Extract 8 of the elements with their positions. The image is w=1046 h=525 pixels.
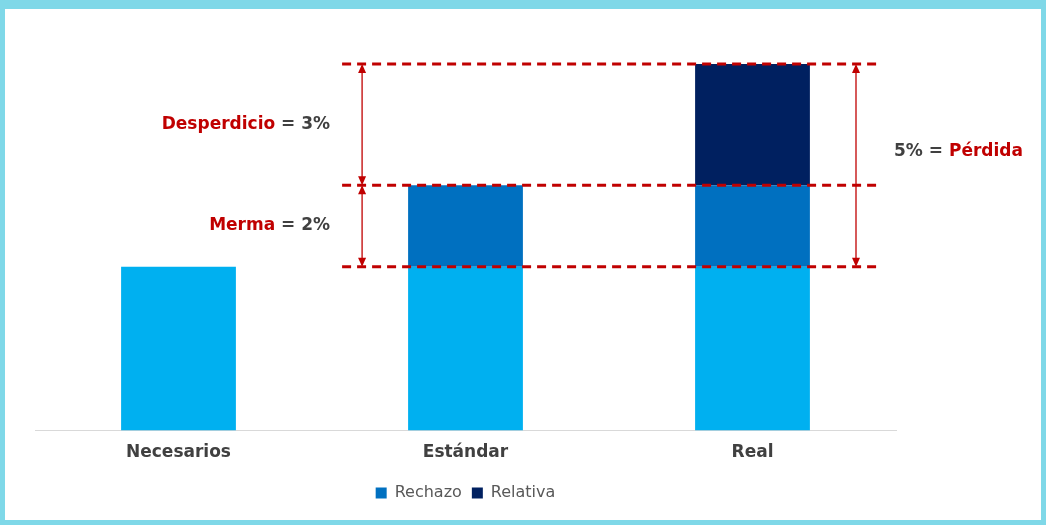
annotation: 5% = Pérdida <box>894 139 1023 160</box>
x-tick-label: Real <box>731 441 774 462</box>
x-tick-label: Necesarios <box>126 441 231 462</box>
annotation: Desperdicio = 3% <box>161 113 331 134</box>
legend-label: Relativa <box>490 482 556 502</box>
annotation: Merma = 2% <box>209 214 331 235</box>
x-tick-label: Estándar <box>422 441 509 462</box>
legend-label: Rechazo <box>394 482 462 502</box>
